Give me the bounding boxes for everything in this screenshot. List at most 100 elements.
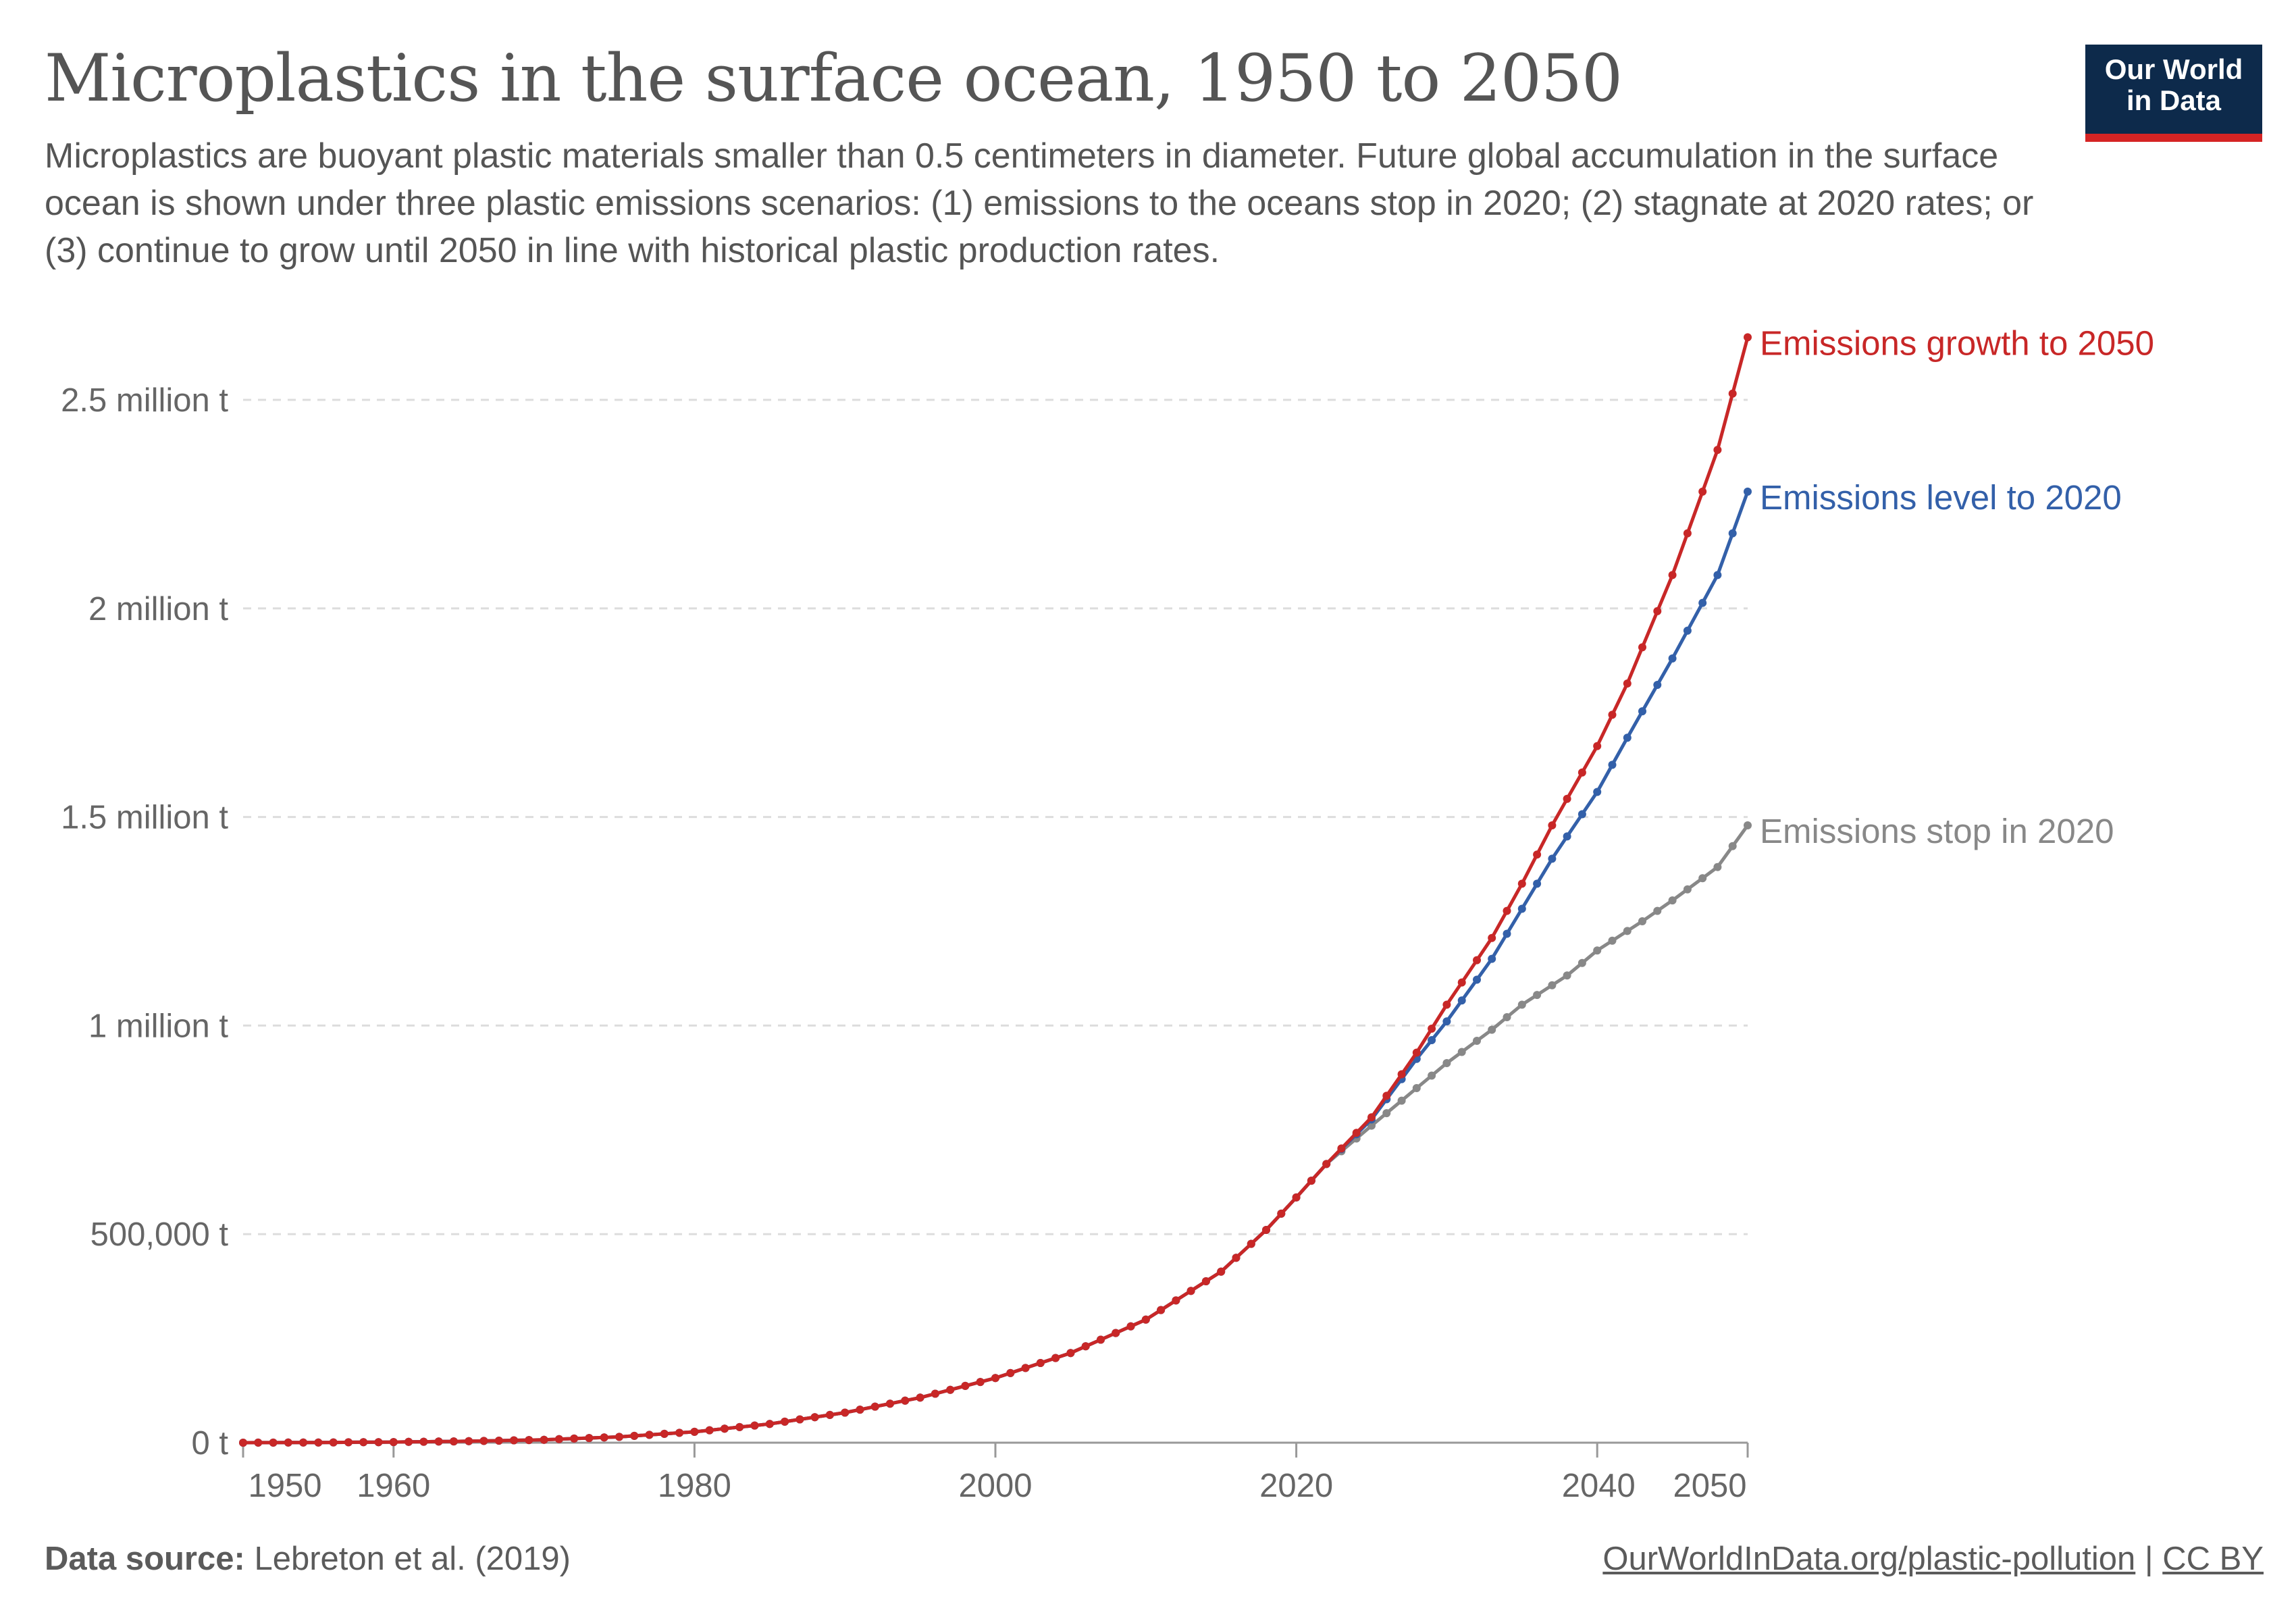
data-point[interactable] [1563, 971, 1571, 980]
data-point[interactable] [1442, 1059, 1451, 1067]
data-point[interactable] [449, 1437, 458, 1446]
data-point[interactable] [344, 1438, 353, 1447]
data-point[interactable] [419, 1437, 428, 1446]
data-point[interactable] [1442, 1017, 1451, 1026]
data-point[interactable] [1533, 850, 1542, 859]
data-point[interactable] [1563, 832, 1571, 841]
data-point[interactable] [1157, 1306, 1166, 1314]
data-point[interactable] [1201, 1277, 1210, 1285]
data-point[interactable] [1653, 906, 1662, 915]
data-point[interactable] [1097, 1335, 1105, 1344]
data-point[interactable] [1517, 1000, 1526, 1009]
data-point[interactable] [916, 1393, 924, 1402]
data-point[interactable] [1337, 1144, 1346, 1153]
data-point[interactable] [329, 1438, 338, 1447]
data-point[interactable] [1352, 1129, 1361, 1137]
data-point[interactable] [645, 1431, 654, 1439]
data-point[interactable] [1382, 1091, 1391, 1100]
owid-link[interactable]: OurWorldInData.org/plastic-pollution [1602, 1541, 2136, 1577]
data-point[interactable] [660, 1429, 669, 1438]
data-point[interactable] [1292, 1193, 1301, 1202]
data-point[interactable] [961, 1381, 970, 1390]
data-point[interactable] [781, 1417, 789, 1426]
data-point[interactable] [1021, 1364, 1030, 1372]
data-point[interactable] [1247, 1239, 1255, 1248]
data-point[interactable] [389, 1438, 398, 1447]
data-point[interactable] [374, 1438, 383, 1447]
data-point[interactable] [1428, 1036, 1436, 1044]
data-point[interactable] [1623, 734, 1632, 742]
data-point[interactable] [585, 1434, 594, 1443]
series-line[interactable] [242, 336, 1750, 1445]
data-point[interactable] [721, 1424, 729, 1433]
data-point[interactable] [1036, 1359, 1045, 1367]
data-point[interactable] [1533, 991, 1542, 1000]
data-point[interactable] [1262, 1226, 1270, 1234]
data-point[interactable] [1126, 1322, 1135, 1331]
data-point[interactable] [991, 1374, 999, 1383]
data-point[interactable] [1457, 1048, 1466, 1056]
data-point[interactable] [1728, 529, 1737, 538]
data-point[interactable] [841, 1408, 850, 1417]
data-point[interactable] [554, 1435, 563, 1443]
data-point[interactable] [1713, 571, 1722, 580]
data-point[interactable] [479, 1437, 488, 1445]
data-point[interactable] [1382, 1109, 1391, 1118]
data-point[interactable] [1728, 389, 1737, 398]
data-point[interactable] [1728, 842, 1737, 850]
data-point[interactable] [1503, 1013, 1511, 1021]
data-point[interactable] [1744, 333, 1752, 342]
data-point[interactable] [254, 1438, 263, 1447]
data-point[interactable] [1367, 1113, 1376, 1122]
data-point[interactable] [1548, 821, 1557, 829]
data-point[interactable] [1683, 885, 1692, 894]
data-point[interactable] [269, 1438, 278, 1447]
data-point[interactable] [1473, 956, 1481, 964]
data-point[interactable] [1638, 917, 1646, 925]
data-point[interactable] [1668, 571, 1677, 580]
data-point[interactable] [1397, 1096, 1406, 1105]
data-point[interactable] [1428, 1025, 1436, 1033]
data-point[interactable] [810, 1413, 819, 1422]
data-point[interactable] [1563, 794, 1571, 803]
data-point[interactable] [765, 1420, 774, 1429]
data-point[interactable] [1548, 854, 1557, 863]
data-point[interactable] [1593, 742, 1602, 750]
data-point[interactable] [510, 1436, 518, 1445]
data-point[interactable] [1503, 929, 1511, 938]
data-point[interactable] [1473, 1037, 1481, 1045]
data-point[interactable] [284, 1438, 292, 1447]
data-point[interactable] [750, 1421, 759, 1430]
data-point[interactable] [946, 1385, 955, 1394]
license-link[interactable]: CC BY [2162, 1541, 2264, 1577]
data-point[interactable] [465, 1437, 473, 1445]
data-point[interactable] [1638, 707, 1646, 716]
data-point[interactable] [239, 1439, 247, 1447]
data-point[interactable] [1713, 863, 1722, 871]
series-line[interactable] [242, 491, 1750, 1445]
data-point[interactable] [1653, 681, 1662, 689]
data-point[interactable] [1683, 626, 1692, 635]
data-point[interactable] [570, 1434, 579, 1443]
data-point[interactable] [1517, 904, 1526, 913]
data-point[interactable] [630, 1431, 639, 1440]
data-point[interactable] [615, 1433, 623, 1441]
data-point[interactable] [1488, 1025, 1496, 1034]
data-point[interactable] [976, 1378, 985, 1387]
data-point[interactable] [1186, 1287, 1195, 1295]
data-point[interactable] [1698, 598, 1707, 607]
data-point[interactable] [795, 1415, 804, 1424]
data-point[interactable] [1623, 927, 1632, 935]
data-point[interactable] [1051, 1354, 1060, 1362]
data-point[interactable] [735, 1422, 744, 1431]
data-point[interactable] [540, 1435, 548, 1444]
data-point[interactable] [1232, 1254, 1241, 1262]
data-point[interactable] [1066, 1349, 1075, 1358]
data-point[interactable] [1744, 821, 1752, 829]
data-point[interactable] [1488, 954, 1496, 963]
data-point[interactable] [359, 1438, 368, 1447]
data-point[interactable] [675, 1429, 684, 1437]
data-point[interactable] [1653, 607, 1662, 615]
data-point[interactable] [1488, 933, 1496, 942]
data-point[interactable] [1698, 874, 1707, 883]
